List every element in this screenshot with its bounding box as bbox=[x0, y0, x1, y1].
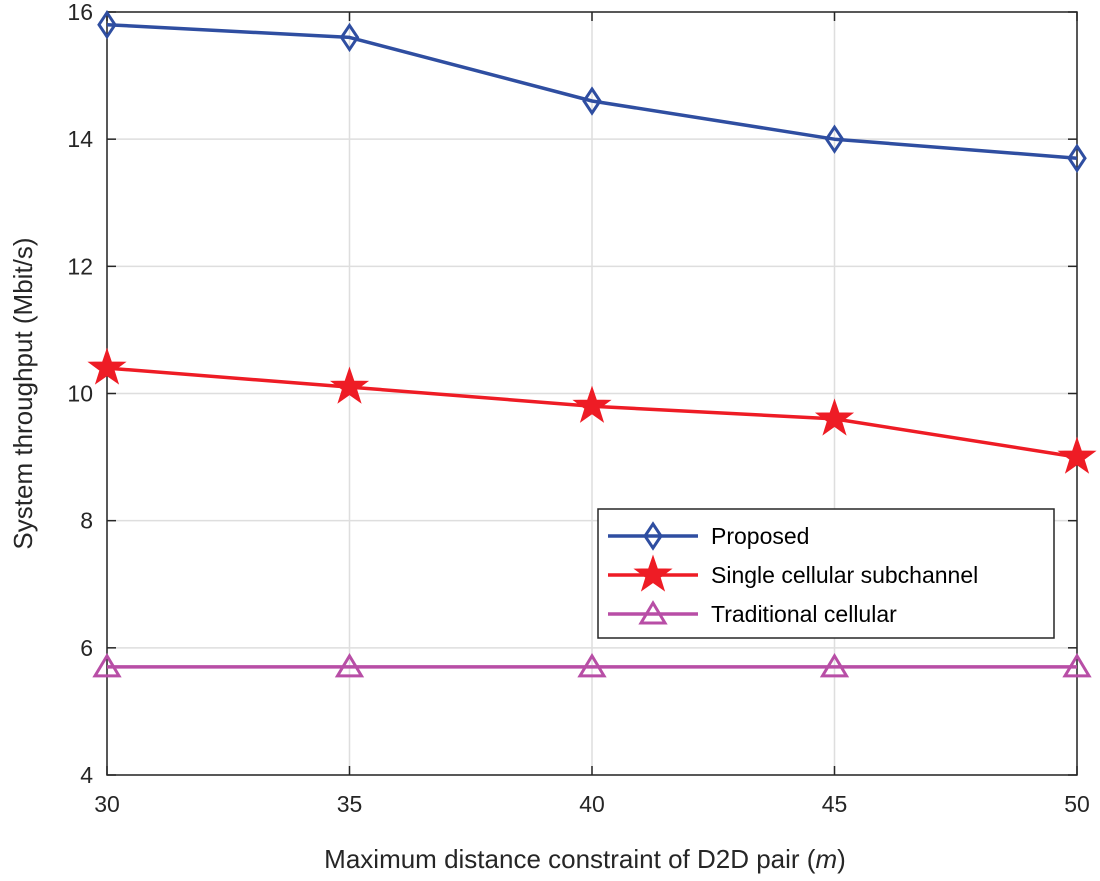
data-point-marker bbox=[329, 366, 370, 404]
legend-entry: Single cellular subchannel bbox=[608, 554, 978, 592]
y-tick-label: 16 bbox=[67, 0, 93, 25]
legend-label: Single cellular subchannel bbox=[711, 562, 978, 588]
legend: Proposed Single cellular subchannel Tradit… bbox=[597, 508, 1055, 639]
y-tick-label: 4 bbox=[80, 762, 93, 788]
data-point-marker bbox=[814, 398, 855, 436]
data-point-marker bbox=[1062, 652, 1092, 678]
x-axis-title-main: Maximum distance constraint of D2D pair … bbox=[324, 844, 816, 874]
x-axis-title: Maximum distance constraint of D2D pair … bbox=[324, 844, 846, 874]
legend-marker bbox=[633, 554, 673, 592]
data-point-marker bbox=[334, 652, 365, 678]
data-point-marker bbox=[1067, 143, 1087, 173]
legend-label: Traditional cellular bbox=[711, 601, 897, 627]
data-point-marker bbox=[1057, 436, 1097, 474]
x-axis-title-close: ) bbox=[837, 844, 846, 874]
legend-marker bbox=[643, 521, 663, 551]
data-point-marker bbox=[582, 86, 602, 116]
y-axis-title: System throughput (Mbit/s) bbox=[8, 237, 38, 549]
series-1 bbox=[97, 10, 1087, 173]
data-point-marker bbox=[97, 10, 117, 40]
legend-label: Proposed bbox=[711, 523, 809, 549]
x-tick-label: 35 bbox=[337, 791, 363, 817]
axis-ticks: 30 35 40 45 50 4 6 8 10 12 14 16 bbox=[67, 0, 1089, 817]
data-point-marker bbox=[819, 652, 850, 678]
series-group bbox=[87, 10, 1097, 678]
data-point-marker bbox=[92, 652, 122, 678]
x-tick-label: 45 bbox=[822, 791, 848, 817]
legend-marker bbox=[638, 600, 668, 625]
y-tick-label: 8 bbox=[80, 508, 93, 534]
data-point-marker bbox=[577, 652, 607, 678]
y-tick-label: 10 bbox=[67, 381, 93, 407]
data-point-marker bbox=[87, 347, 127, 385]
legend-entry: Traditional cellular bbox=[608, 600, 897, 627]
x-tick-label: 50 bbox=[1064, 791, 1090, 817]
x-tick-label: 30 bbox=[94, 791, 120, 817]
legend-entry: Proposed bbox=[608, 521, 809, 551]
y-tick-label: 14 bbox=[67, 126, 93, 152]
y-tick-label: 6 bbox=[80, 635, 93, 661]
x-tick-label: 40 bbox=[579, 791, 605, 817]
series-line bbox=[106, 22, 1078, 160]
data-point-marker bbox=[572, 385, 612, 423]
y-tick-label: 12 bbox=[67, 253, 93, 279]
series-2 bbox=[87, 347, 1097, 474]
series-3 bbox=[92, 652, 1092, 678]
data-point-marker bbox=[339, 22, 360, 53]
data-point-marker bbox=[824, 124, 845, 154]
x-axis-title-unit: m bbox=[815, 844, 837, 874]
